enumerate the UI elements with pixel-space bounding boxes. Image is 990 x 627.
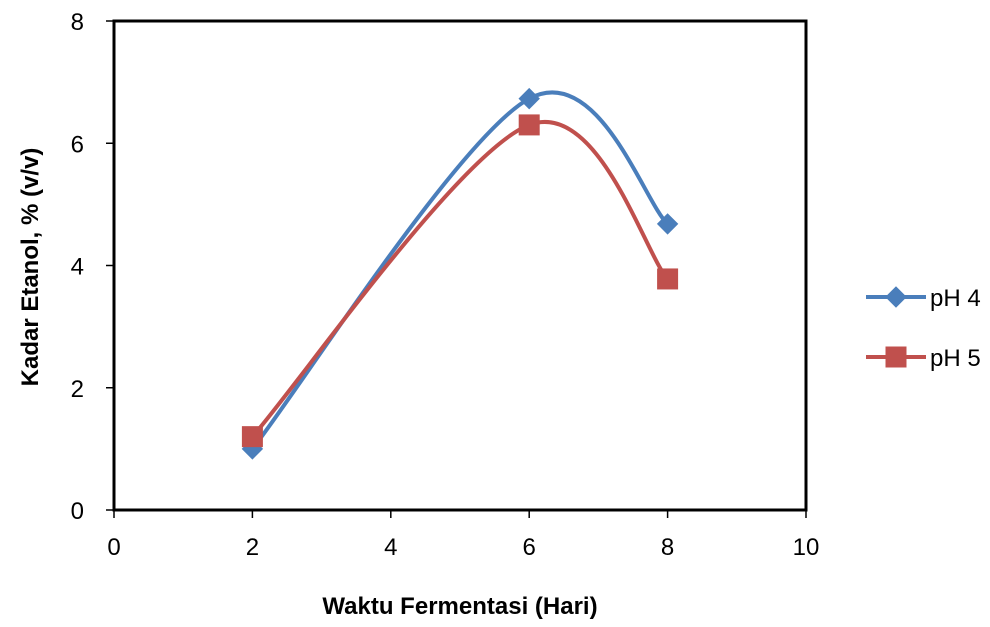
plot-frame [114, 21, 806, 510]
data-point-ph-5 [658, 269, 678, 289]
y-tick-label: 8 [71, 9, 84, 36]
y-tick-label: 2 [71, 376, 84, 403]
x-tick-label: 8 [661, 534, 674, 561]
y-tick-label: 6 [71, 131, 84, 158]
x-tick-label: 10 [793, 534, 820, 561]
x-axis-title: Waktu Fermentasi (Hari) [322, 593, 597, 620]
legend-label: pH 4 [930, 285, 981, 312]
data-point-ph-5 [519, 115, 539, 135]
legend-item-ph-5: pH 5 [866, 345, 981, 372]
y-axis-title: Kadar Etanol, % (v/v) [17, 148, 44, 387]
legend-marker [886, 347, 906, 367]
y-tick-label: 0 [71, 498, 84, 525]
legend-label: pH 5 [930, 345, 981, 372]
plot-area [114, 21, 806, 510]
x-tick-label: 2 [246, 534, 259, 561]
y-tick-label: 4 [71, 254, 84, 281]
x-tick-label: 4 [384, 534, 397, 561]
legend-item-ph-4: pH 4 [866, 285, 981, 312]
legend: pH 4 pH 5 [866, 285, 981, 372]
legend-marker [886, 287, 906, 307]
x-tick-label: 6 [523, 534, 536, 561]
data-point-ph-5 [242, 427, 262, 447]
x-tick-label: 0 [107, 534, 120, 561]
